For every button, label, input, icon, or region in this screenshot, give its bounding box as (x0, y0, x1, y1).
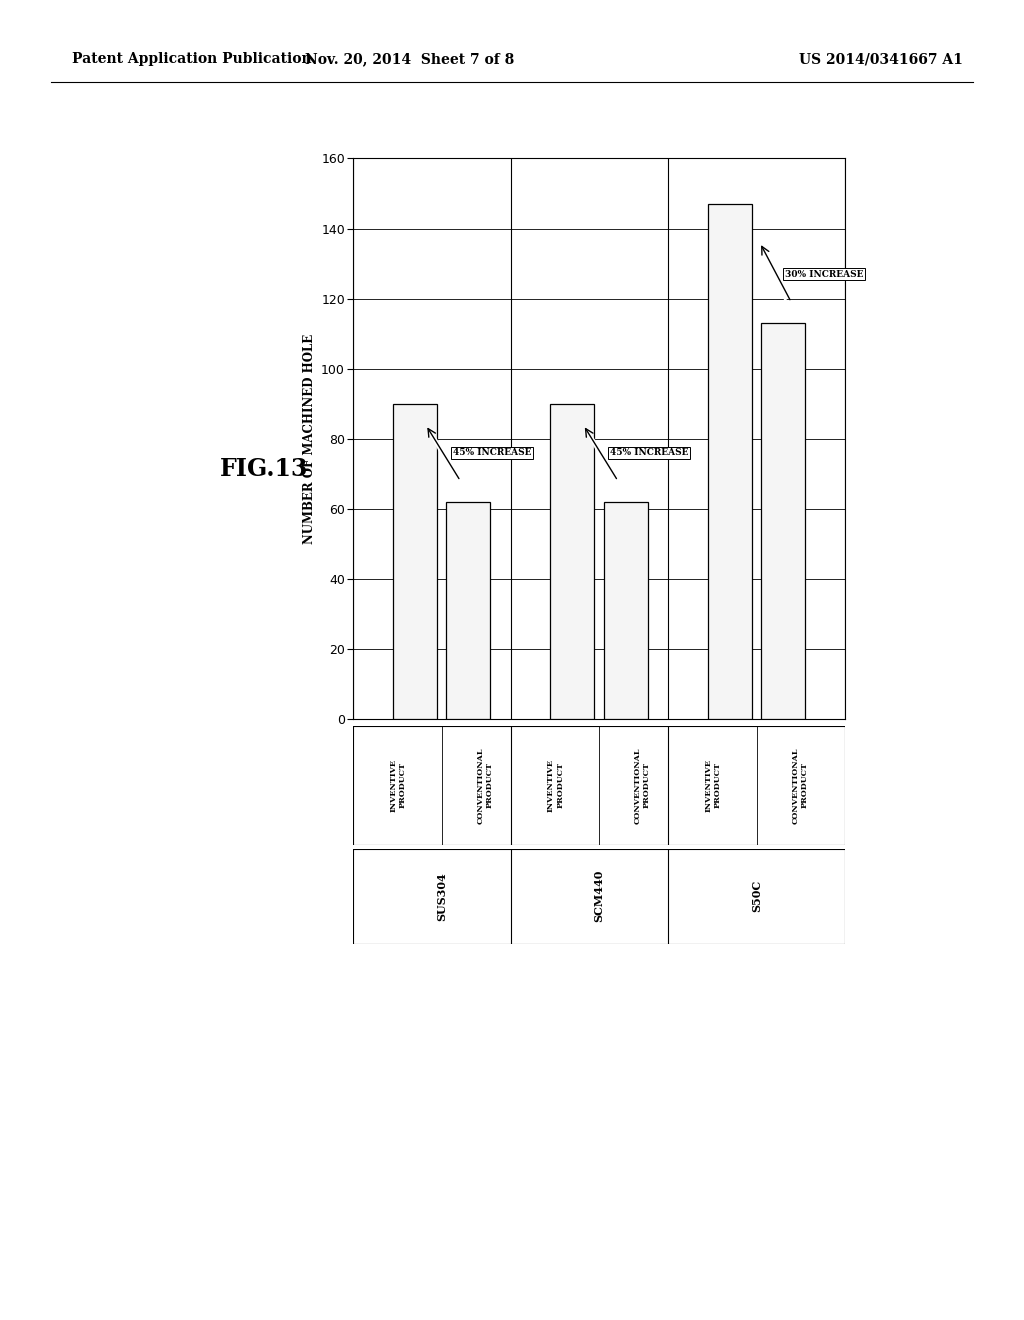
Text: INVENTIVE
PRODUCT: INVENTIVE PRODUCT (547, 759, 564, 812)
Text: 45% INCREASE: 45% INCREASE (453, 449, 531, 458)
Text: 30% INCREASE: 30% INCREASE (785, 269, 863, 279)
Text: 45% INCREASE: 45% INCREASE (610, 449, 688, 458)
Text: SCM440: SCM440 (594, 870, 604, 923)
Text: CONVENTIONAL
PRODUCT: CONVENTIONAL PRODUCT (476, 747, 494, 824)
Text: S50C: S50C (751, 880, 762, 912)
Bar (708, 205, 752, 719)
Text: CONVENTIONAL
PRODUCT: CONVENTIONAL PRODUCT (792, 747, 809, 824)
Bar (392, 404, 437, 719)
Text: CONVENTIONAL
PRODUCT: CONVENTIONAL PRODUCT (634, 747, 651, 824)
Text: Patent Application Publication: Patent Application Publication (72, 53, 311, 66)
Text: INVENTIVE
PRODUCT: INVENTIVE PRODUCT (705, 759, 722, 812)
Y-axis label: NUMBER OF MACHINED HOLE: NUMBER OF MACHINED HOLE (302, 334, 315, 544)
Bar (446, 502, 490, 719)
Text: US 2014/0341667 A1: US 2014/0341667 A1 (799, 53, 963, 66)
Text: Nov. 20, 2014  Sheet 7 of 8: Nov. 20, 2014 Sheet 7 of 8 (305, 53, 514, 66)
Text: SUS304: SUS304 (436, 873, 447, 920)
Text: INVENTIVE
PRODUCT: INVENTIVE PRODUCT (389, 759, 407, 812)
Bar (761, 323, 806, 719)
Text: FIG.13: FIG.13 (220, 457, 308, 480)
Bar (550, 404, 594, 719)
Bar (604, 502, 648, 719)
